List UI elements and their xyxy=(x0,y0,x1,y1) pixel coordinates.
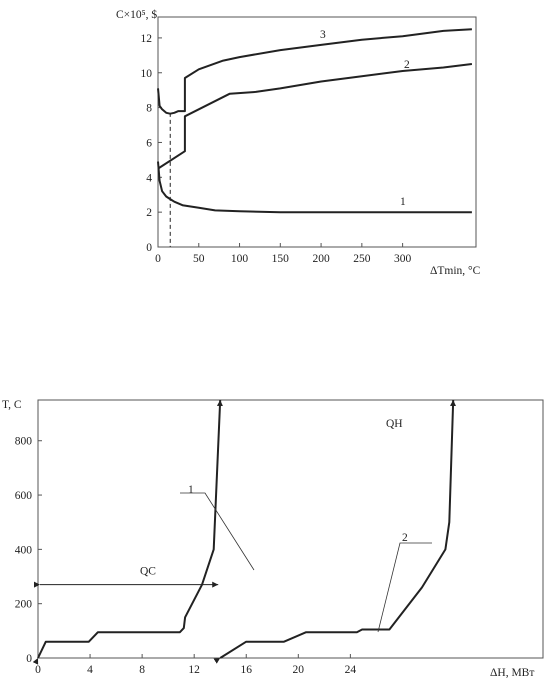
chart2-series-2-label: 2 xyxy=(402,532,408,544)
chart1-series-1-line xyxy=(157,161,472,214)
chart1-x-tick-label: 50 xyxy=(193,253,205,265)
chart2-x-axis-label: ΔH, МВт xyxy=(490,667,534,679)
chart2-x-tick-label: 16 xyxy=(240,664,252,676)
chart1-y-tick-label: 10 xyxy=(141,68,153,80)
chart2-y-tick-label: 400 xyxy=(15,544,33,556)
chart1-x-tick-label: 150 xyxy=(272,253,290,265)
chart1-y-tick-label: 4 xyxy=(146,172,152,184)
chart1-y-tick-label: 0 xyxy=(146,242,152,254)
chart2-x-tick-label: 20 xyxy=(293,664,305,676)
chart2-series-1-leader-line xyxy=(180,492,255,571)
chart2-qc-label: QC xyxy=(140,566,156,578)
chart1-x-tick-label: 200 xyxy=(312,253,330,265)
chart1-x-tick-label: 0 xyxy=(155,253,161,265)
chart1-x-axis-label: ΔTmin, °C xyxy=(430,265,481,277)
chart2-y-tick-label: 800 xyxy=(15,436,33,448)
chart2-y-axis-label: T, C xyxy=(2,399,22,411)
chart1-x-tick-label: 250 xyxy=(353,253,371,265)
chart2-series-1-line xyxy=(32,399,223,665)
chart1-series-2-label: 2 xyxy=(404,59,410,71)
chart1-series-2-line xyxy=(157,63,473,170)
chart2-y-tick-label: 600 xyxy=(15,490,33,502)
chart1-x-tick-label: 300 xyxy=(394,253,412,265)
chart2-series-2-line xyxy=(213,399,457,664)
chart1-y-tick-label: 6 xyxy=(146,137,152,149)
chart1-y-tick-label: 12 xyxy=(141,33,153,45)
chart2-plot-frame xyxy=(37,399,544,659)
chart2-x-tick-label: 4 xyxy=(87,664,93,676)
chart1-series-3-line xyxy=(157,28,472,115)
chart2-series-1-label: 1 xyxy=(188,484,194,496)
chart2-x-tick-label: 8 xyxy=(139,664,145,676)
chart1-y-tick-label: 8 xyxy=(146,103,152,115)
chart2-x-tick-label: 0 xyxy=(35,664,41,676)
chart1-y-tick-label: 2 xyxy=(146,207,152,219)
chart2-y-tick-label: 200 xyxy=(15,599,33,611)
chart1-y-axis-label: C×10⁵, $ xyxy=(116,8,157,21)
chart1-plot-frame xyxy=(157,16,477,248)
chart2-y-tick-label: 0 xyxy=(26,653,32,665)
chart2-series-2-leader-line xyxy=(377,542,432,633)
chart1-x-tick-label: 100 xyxy=(231,253,249,265)
chart1-series-1-label: 1 xyxy=(400,196,406,208)
chart1-series-3-label: 3 xyxy=(320,29,326,41)
chart2-x-tick-label: 24 xyxy=(345,664,357,676)
chart2-x-tick-label: 12 xyxy=(188,664,200,676)
chart2-qh-label: QH xyxy=(386,418,403,430)
